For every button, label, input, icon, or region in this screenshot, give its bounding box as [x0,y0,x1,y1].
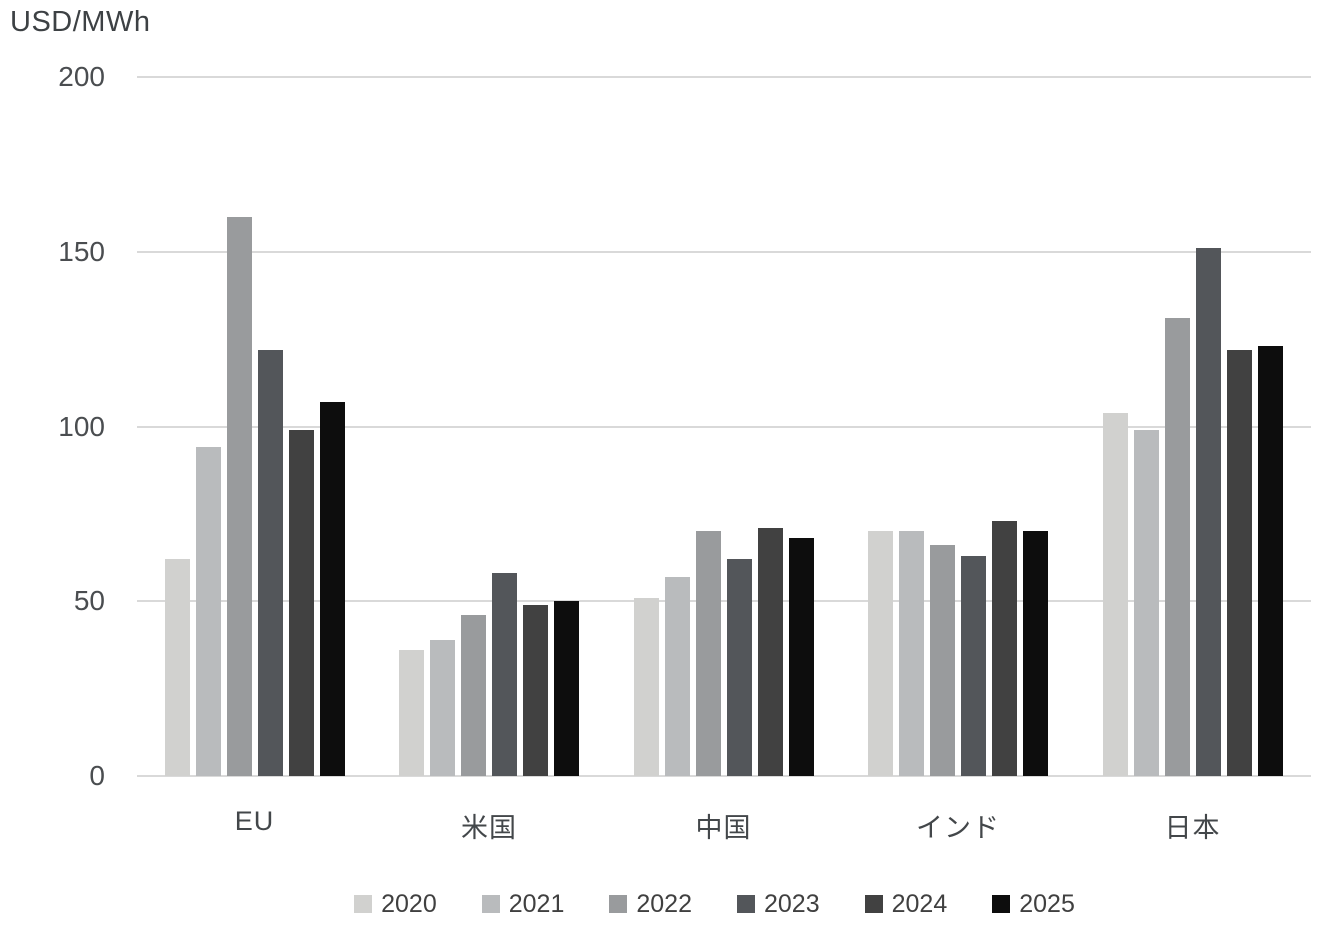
bar-group-米国 [399,77,579,776]
legend-label-2023: 2023 [764,890,820,918]
bar-EU-2023 [257,350,283,776]
legend-swatch-2023 [737,895,755,913]
x-axis-label-EU: EU [234,806,275,836]
bar-日本-2025 [1257,346,1283,776]
bar-日本-2024 [1226,350,1252,776]
y-tick-label-100: 100 [58,410,105,442]
bar-米国-2022 [461,615,486,776]
y-tick-label-0: 0 [89,760,105,791]
legend-label-2022: 2022 [636,890,692,918]
legend-item-2023: 2023 [737,889,820,919]
legend-label-2024: 2024 [891,890,948,918]
legend-item-2021: 2021 [481,889,565,919]
bar-米国-2024 [523,605,548,776]
bar-米国-2025 [554,601,579,776]
bar-中国-2021 [664,577,690,776]
bar-EU-2021 [195,447,221,776]
bar-インド-2025 [1023,531,1048,776]
bar-中国-2025 [788,538,814,776]
bar-日本-2023 [1195,248,1221,776]
bar-group-EU [164,77,345,776]
bar-EU-2024 [288,430,314,776]
legend-item-2025: 2025 [992,889,1075,919]
bar-米国-2023 [492,573,517,776]
x-axis-label-中国: 中国 [695,813,752,843]
bar-インド-2023 [961,556,986,776]
bar-中国-2024 [757,528,783,776]
bar-インド-2021 [899,531,924,776]
y-tick-label-200: 200 [58,61,105,92]
bar-インド-2020 [868,531,893,776]
bar-インド-2022 [930,545,955,776]
bar-米国-2021 [430,640,455,776]
legend-label-2021: 2021 [508,890,565,918]
bar-中国-2020 [633,598,659,776]
legend-swatch-2021 [481,895,500,913]
legend: 2020 2021 2022 2023 2024 2025 [117,889,1312,919]
y-axis: 200 150 100 50 0 [0,0,105,940]
gridline-0 [137,775,1311,777]
bar-EU-2025 [319,402,345,776]
legend-swatch-2025 [992,895,1011,913]
gridline-200 [137,76,1311,78]
bar-米国-2020 [399,650,424,776]
y-tick-label-50: 50 [73,585,105,617]
bar-インド-2024 [992,521,1017,776]
x-axis-label-インド: インド [916,813,1000,843]
legend-item-2020: 2020 [354,889,437,919]
x-axis-label-日本: 日本 [1164,813,1221,843]
bar-EU-2022 [226,217,252,776]
legend-swatch-2020 [354,895,373,913]
bar-group-インド [868,77,1048,776]
bar-中国-2022 [695,531,721,776]
y-tick-label-150: 150 [58,235,105,267]
legend-label-2020: 2020 [381,890,437,918]
gridline-50 [137,600,1311,603]
bar-日本-2020 [1102,413,1128,776]
bar-group-日本 [1102,77,1283,776]
bar-中国-2023 [726,559,752,776]
y-axis-unit-label: USD/MWh [10,6,151,38]
gridline-100 [137,425,1311,428]
legend-item-2024: 2024 [864,889,948,919]
x-axis-label-米国: 米国 [461,813,517,843]
legend-swatch-2024 [864,895,883,913]
plot-area [137,76,1311,777]
legend-item-2022: 2022 [609,889,692,919]
gridline-150 [137,250,1311,253]
bar-group-中国 [633,77,814,776]
bar-EU-2020 [164,559,190,776]
bar-日本-2021 [1133,430,1159,776]
bar-日本-2022 [1164,318,1190,776]
legend-swatch-2022 [609,895,628,913]
legend-label-2025: 2025 [1019,890,1075,918]
